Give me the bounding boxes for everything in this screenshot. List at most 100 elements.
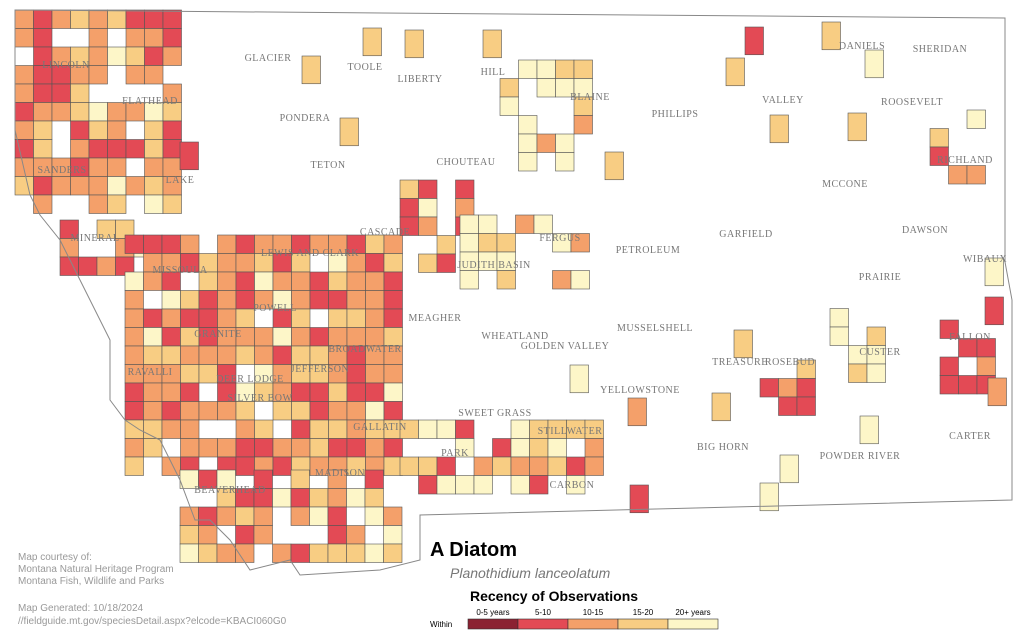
cell	[529, 438, 549, 458]
cell	[346, 364, 366, 384]
cell	[125, 28, 145, 48]
cell	[33, 28, 53, 48]
credit: Montana Fish, Wildlife and Parks	[18, 576, 164, 587]
cell	[759, 378, 779, 398]
cell	[179, 141, 199, 171]
county-label: GALLATIN	[353, 422, 406, 433]
cell	[88, 176, 108, 196]
cell	[125, 46, 145, 66]
cell	[627, 397, 647, 427]
cell	[510, 438, 530, 458]
cell	[14, 176, 34, 196]
cell	[161, 345, 181, 365]
county-label: SWEET GRASS	[458, 408, 531, 419]
cell	[346, 382, 366, 402]
cell	[510, 456, 530, 476]
cell	[328, 401, 348, 421]
cell	[365, 382, 385, 402]
cell	[124, 456, 144, 476]
cell	[198, 308, 218, 328]
cell	[518, 115, 538, 135]
cell	[198, 525, 218, 545]
county-label: MADISON	[315, 468, 365, 479]
cell	[733, 329, 753, 359]
cell	[143, 345, 163, 365]
cell	[51, 176, 71, 196]
cell	[339, 117, 359, 147]
county-label: DEER LODGE	[216, 374, 284, 385]
cell	[418, 475, 438, 495]
legend-label: 15-20	[633, 608, 654, 617]
cell	[143, 234, 163, 254]
cell	[759, 482, 779, 512]
cell	[179, 506, 199, 526]
county-label: BEAVERHEAD	[194, 485, 265, 496]
cell	[327, 506, 347, 526]
cell	[496, 270, 516, 290]
cell	[864, 49, 884, 79]
cell	[198, 345, 218, 365]
cell	[161, 401, 181, 421]
county-label: JUDITH BASIN	[457, 260, 531, 271]
cell	[629, 484, 649, 514]
cell	[272, 456, 292, 476]
cell	[124, 382, 144, 402]
cell	[180, 401, 200, 421]
cell	[143, 401, 163, 421]
county-label: CUSTER	[859, 347, 900, 358]
cell	[161, 290, 181, 310]
subtitle: Planothidium lanceolatum	[450, 565, 611, 581]
generated: Map Generated: 10/18/2024	[18, 603, 144, 614]
cell	[51, 102, 71, 122]
cell	[459, 233, 479, 253]
legend-swatch	[517, 618, 569, 630]
cell	[162, 9, 182, 29]
cell	[198, 290, 218, 310]
county-label: MINERAL	[70, 233, 119, 244]
county-label: MISSOULA	[152, 265, 207, 276]
cell	[88, 65, 108, 85]
cell	[958, 375, 978, 395]
cell	[510, 475, 530, 495]
cell	[51, 9, 71, 29]
cell	[124, 345, 144, 365]
cell	[180, 364, 200, 384]
cell	[180, 438, 200, 458]
cell	[847, 112, 867, 142]
cell	[552, 270, 572, 290]
cell	[144, 120, 164, 140]
cell	[584, 438, 604, 458]
cell	[70, 139, 90, 159]
county-label: GLACIER	[245, 53, 292, 64]
state-outline	[14, 9, 1013, 576]
cell	[272, 488, 292, 508]
cell	[88, 46, 108, 66]
cell	[383, 308, 403, 328]
cell	[364, 469, 384, 489]
cell	[459, 270, 479, 290]
cell	[569, 364, 589, 394]
cell	[125, 176, 145, 196]
cell	[291, 327, 311, 347]
cell	[33, 139, 53, 159]
cell	[939, 319, 959, 339]
county-label: RAVALLI	[128, 367, 173, 378]
cell	[235, 234, 255, 254]
cell	[144, 157, 164, 177]
county-label: LIBERTY	[397, 74, 442, 85]
legend-label: 5-10	[535, 608, 552, 617]
county-label: MEAGHER	[409, 313, 462, 324]
cell	[848, 363, 868, 383]
cell	[253, 506, 273, 526]
county-label: PRAIRIE	[859, 272, 901, 283]
cell	[362, 27, 382, 57]
cell	[328, 419, 348, 439]
cell	[291, 419, 311, 439]
cell	[70, 9, 90, 29]
cell	[162, 139, 182, 159]
cell	[235, 456, 255, 476]
cell	[290, 469, 310, 489]
county-label: BROADWATER	[328, 344, 401, 355]
cell	[107, 194, 127, 214]
cell	[515, 214, 535, 234]
